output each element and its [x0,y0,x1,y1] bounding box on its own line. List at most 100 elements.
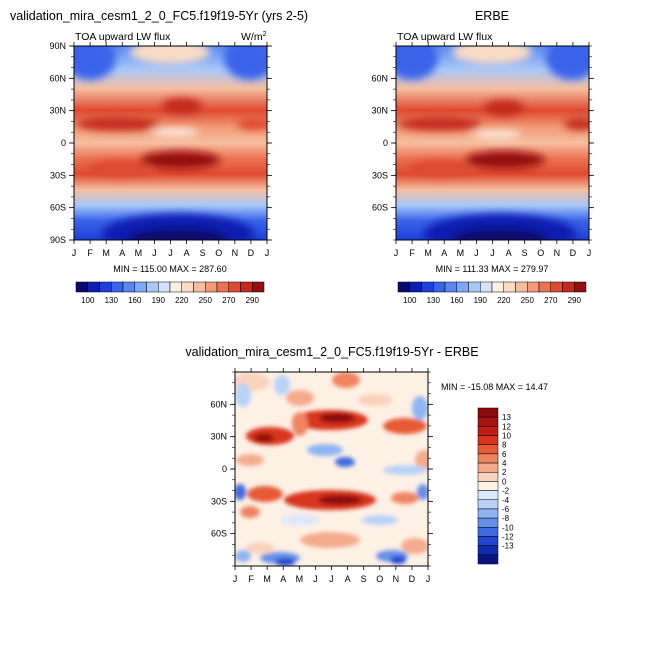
colorbar-label: 100 [403,296,417,305]
colorbar-swatch [75,281,88,293]
colorbar-label: -8 [502,514,510,523]
x-tick-label: N [393,574,400,584]
colorbar-swatch [574,281,587,293]
obs-subtitle: TOA upward LW flux [397,31,493,43]
colorbar-swatch [216,281,229,293]
x-tick-label: J [426,574,431,584]
x-tick-label: S [522,248,528,258]
diff-minmax: MIN = -15.08 MAX = 14.47 [441,382,548,392]
x-tick-label: D [570,248,577,258]
x-tick-label: A [441,248,447,258]
colorbar-swatch [515,281,528,293]
x-tick-label: D [409,574,416,584]
x-tick-label: J [72,248,77,258]
colorbar-swatch [433,281,446,293]
colorbar-label: -2 [502,487,510,496]
y-tick-label: 60N [371,73,388,83]
colorbar-swatch [562,281,575,293]
colorbar-swatch [477,517,499,528]
colorbar-swatch [477,490,499,501]
colorbar-label: 250 [521,296,535,305]
x-tick-label: O [215,248,222,258]
y-tick-label: 0 [61,138,66,148]
colorbar-label: -10 [502,523,514,532]
x-tick-label: F [248,574,254,584]
x-tick-label: S [200,248,206,258]
colorbar-swatch [397,281,410,293]
colorbar-swatch [477,527,499,537]
x-tick-label: M [263,574,271,584]
obs-minmax: MIN = 111.33 MAX = 279.97 [436,264,549,274]
x-tick-label: F [87,248,93,258]
x-tick-label: J [265,248,270,258]
colorbar-label: 0 [502,477,507,486]
y-tick-label: 30N [371,106,388,116]
obs-colorbar: 100 130 160 190 220 250 270 290 [397,281,587,305]
colorbar-swatch [550,281,563,293]
x-tick-label: F [409,248,415,258]
x-tick-label: D [248,248,255,258]
colorbar-swatch [134,281,147,293]
colorbar-swatch [503,281,516,293]
colorbar-label: 190 [152,296,166,305]
colorbar-label: 290 [246,296,260,305]
colorbar-swatch [421,281,434,293]
colorbar-swatch [158,281,171,293]
x-tick-label: M [296,574,304,584]
x-tick-label: S [361,574,367,584]
model-subtitle: TOA upward LW flux [75,31,171,43]
colorbar-label: 4 [502,459,507,468]
colorbar-swatch [99,281,112,293]
x-tick-label: A [119,248,125,258]
model-minmax: MIN = 115.00 MAX = 287.60 [113,264,226,274]
colorbar-label: 290 [568,296,582,305]
obs-title: ERBE [475,9,509,23]
colorbar-swatch [477,453,499,464]
x-tick-label: M [102,248,110,258]
x-tick-label: A [345,574,351,584]
colorbar-label: -13 [502,542,514,551]
colorbar-swatch [111,281,124,293]
diff-title: validation_mira_cesm1_2_0_FC5.f19f19-5Yr… [185,345,478,359]
y-tick-label: 60N [210,399,227,409]
colorbar-label: 160 [450,296,464,305]
colorbar-label: 13 [502,413,511,422]
x-tick-label: J [152,248,157,258]
colorbar-label: 2 [502,468,507,477]
model-units-base: W/m [241,31,263,43]
colorbar-swatch [193,281,206,293]
x-tick-label: O [537,248,544,258]
colorbar-label: 130 [105,296,119,305]
model-units-sup: 2 [263,31,267,38]
colorbar-label: -4 [502,496,510,505]
y-tick-label: 60S [372,203,388,213]
model-units: W/m2 [241,31,267,43]
colorbar-label: 270 [544,296,558,305]
colorbar-label: -6 [502,505,510,514]
colorbar-swatch [444,281,457,293]
colorbar-swatch [477,407,499,418]
colorbar-swatch [228,281,241,293]
y-tick-label: 0 [222,464,227,474]
x-tick-label: M [424,248,432,258]
colorbar-swatch [252,281,265,293]
colorbar-label: 270 [222,296,236,305]
colorbar-swatch [480,281,493,293]
colorbar-swatch [122,281,135,293]
y-tick-label: 60S [211,529,227,539]
colorbar-label: 12 [502,422,511,431]
colorbar-swatch [477,508,499,519]
x-tick-label: J [587,248,592,258]
colorbar-swatch [456,281,469,293]
x-tick-label: J [474,248,479,258]
y-tick-label: 30S [50,170,66,180]
colorbar-label: 100 [81,296,95,305]
colorbar-label: 10 [502,432,511,441]
diff-contour-field [235,372,428,566]
colorbar-swatch [477,471,499,482]
x-tick-label: J [394,248,399,258]
colorbar-label: -12 [502,532,514,541]
